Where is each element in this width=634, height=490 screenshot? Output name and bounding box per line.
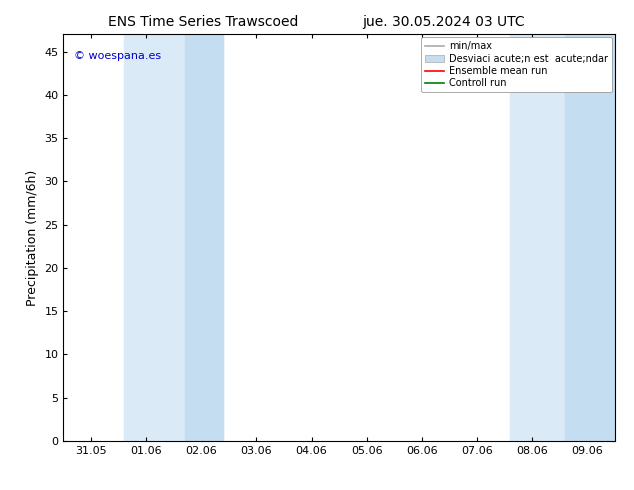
Bar: [184, 34, 223, 441]
Bar: [566, 34, 615, 441]
Text: ENS Time Series Trawscoed: ENS Time Series Trawscoed: [108, 15, 298, 29]
Bar: [510, 34, 615, 441]
Text: © woespana.es: © woespana.es: [74, 50, 162, 61]
Bar: [124, 34, 223, 441]
Legend: min/max, Desviaci acute;n est  acute;ndar, Ensemble mean run, Controll run: min/max, Desviaci acute;n est acute;ndar…: [421, 37, 612, 92]
Text: jue. 30.05.2024 03 UTC: jue. 30.05.2024 03 UTC: [363, 15, 525, 29]
Y-axis label: Precipitation (mm/6h): Precipitation (mm/6h): [26, 170, 39, 306]
